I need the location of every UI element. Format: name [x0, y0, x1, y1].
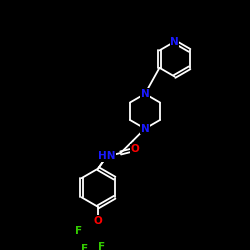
Text: O: O — [130, 144, 139, 154]
Text: F: F — [80, 244, 88, 250]
Text: O: O — [94, 216, 102, 226]
Text: N: N — [140, 124, 149, 134]
Text: F: F — [98, 242, 105, 250]
Text: N: N — [140, 89, 149, 99]
Text: HN: HN — [98, 152, 116, 162]
Text: F: F — [75, 226, 82, 236]
Text: N: N — [170, 37, 179, 47]
